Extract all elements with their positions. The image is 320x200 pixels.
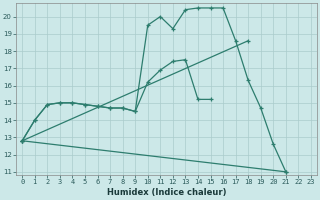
X-axis label: Humidex (Indice chaleur): Humidex (Indice chaleur): [107, 188, 226, 197]
